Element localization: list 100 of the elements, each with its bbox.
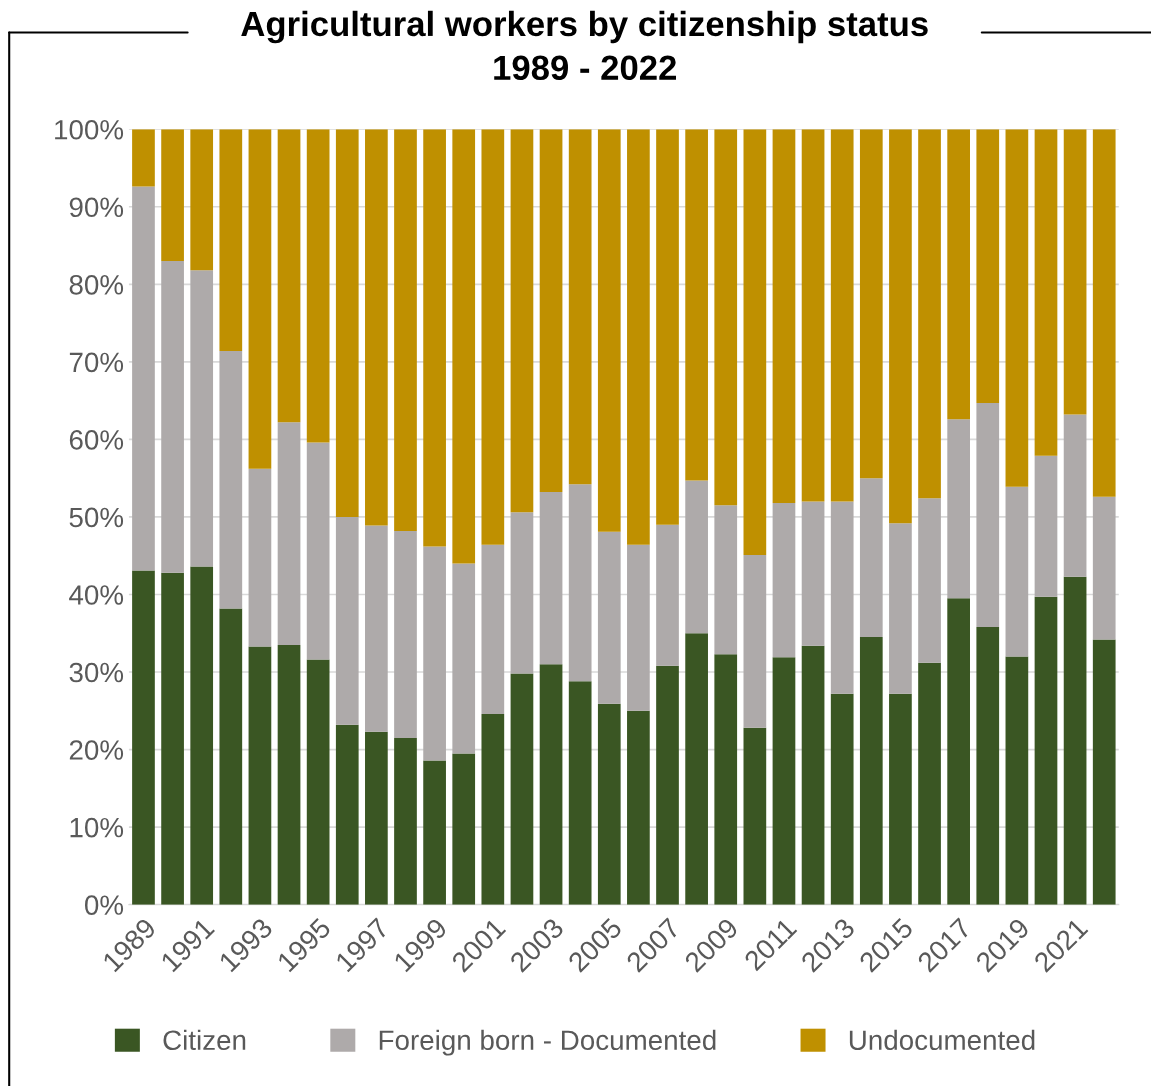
bar — [801, 645, 825, 905]
bar — [597, 531, 621, 704]
bar — [539, 492, 563, 665]
y-tick-label: 0% — [84, 895, 124, 915]
bar — [1005, 486, 1029, 657]
y-tick-label: 10% — [70, 817, 124, 838]
y-tick-label: 60% — [69, 430, 124, 450]
bar — [1092, 639, 1116, 905]
bar — [510, 512, 534, 674]
bar — [1092, 129, 1116, 497]
bar — [714, 505, 738, 655]
bar — [248, 468, 272, 647]
bar — [481, 544, 505, 714]
bar — [1034, 129, 1058, 456]
bar — [306, 442, 330, 660]
bar — [1092, 496, 1116, 640]
bar — [277, 422, 301, 645]
bar — [452, 753, 476, 905]
bar — [248, 129, 272, 469]
bar — [685, 129, 708, 481]
y-tick-label: 30% — [69, 662, 124, 683]
bar — [365, 525, 388, 732]
legend-label: Foreign born - Documented — [379, 1029, 716, 1056]
bar — [219, 608, 243, 905]
bar — [1063, 129, 1087, 415]
bar — [976, 129, 1000, 403]
bar — [889, 523, 912, 694]
bar — [365, 731, 388, 905]
bar — [685, 480, 708, 634]
bar — [190, 566, 214, 905]
y-tick-label: 20% — [69, 740, 124, 760]
bar — [306, 659, 330, 905]
bar — [947, 598, 970, 905]
bar — [394, 530, 417, 738]
bar — [918, 129, 941, 499]
bar — [277, 644, 301, 905]
bar — [918, 498, 941, 663]
bar — [132, 570, 155, 905]
bar — [423, 129, 446, 547]
bar — [889, 129, 912, 524]
bar — [918, 662, 941, 905]
bar — [1034, 455, 1058, 597]
y-tick-label: 80% — [69, 274, 124, 295]
legend-label: Undocumented — [849, 1029, 1035, 1051]
bar — [627, 544, 650, 711]
bar — [481, 129, 505, 545]
bar — [743, 727, 767, 905]
y-tick-label: 100% — [55, 119, 124, 140]
bar — [889, 693, 912, 905]
bar — [859, 637, 883, 905]
bar — [1005, 656, 1029, 905]
bar — [627, 129, 650, 545]
bar — [219, 351, 243, 609]
bar — [656, 665, 679, 905]
bar — [423, 546, 446, 761]
bar — [976, 402, 1000, 628]
bar — [539, 664, 563, 905]
bar — [1005, 129, 1029, 487]
bar — [597, 129, 621, 532]
bar — [539, 129, 563, 493]
bar — [947, 419, 970, 599]
bar — [248, 646, 272, 905]
y-tick-label: 70% — [69, 352, 124, 373]
bar — [219, 129, 243, 351]
bar — [132, 186, 155, 571]
bar — [568, 129, 592, 485]
bar — [335, 724, 359, 905]
bar — [830, 501, 854, 694]
y-tick-label: 50% — [69, 507, 124, 528]
bar — [394, 737, 417, 905]
bar — [394, 129, 417, 531]
bar — [161, 129, 184, 262]
bar — [801, 501, 825, 646]
bar — [161, 572, 184, 905]
bar — [452, 563, 476, 754]
y-tick-label: 40% — [69, 585, 124, 605]
bar — [772, 129, 796, 503]
bar — [976, 627, 1000, 905]
bar — [656, 524, 679, 666]
bar — [859, 129, 883, 479]
bar — [830, 693, 854, 905]
bar — [947, 129, 970, 420]
bar — [714, 129, 738, 506]
bar — [423, 760, 446, 905]
bar — [1063, 576, 1087, 905]
bar — [627, 710, 650, 905]
bar — [714, 654, 738, 905]
legend-label: Citizen — [163, 1029, 246, 1051]
bar — [568, 484, 592, 682]
bar — [859, 478, 883, 638]
bar — [772, 502, 796, 658]
bar — [306, 129, 330, 443]
bar — [830, 129, 854, 502]
bar — [685, 633, 708, 905]
bar — [190, 129, 214, 271]
chart-title: Agricultural workers by citizenship status 1989 - 2022 — [241, 10, 928, 81]
bar — [335, 516, 359, 725]
bar — [510, 673, 534, 905]
bar — [510, 129, 534, 513]
bar — [743, 554, 767, 728]
